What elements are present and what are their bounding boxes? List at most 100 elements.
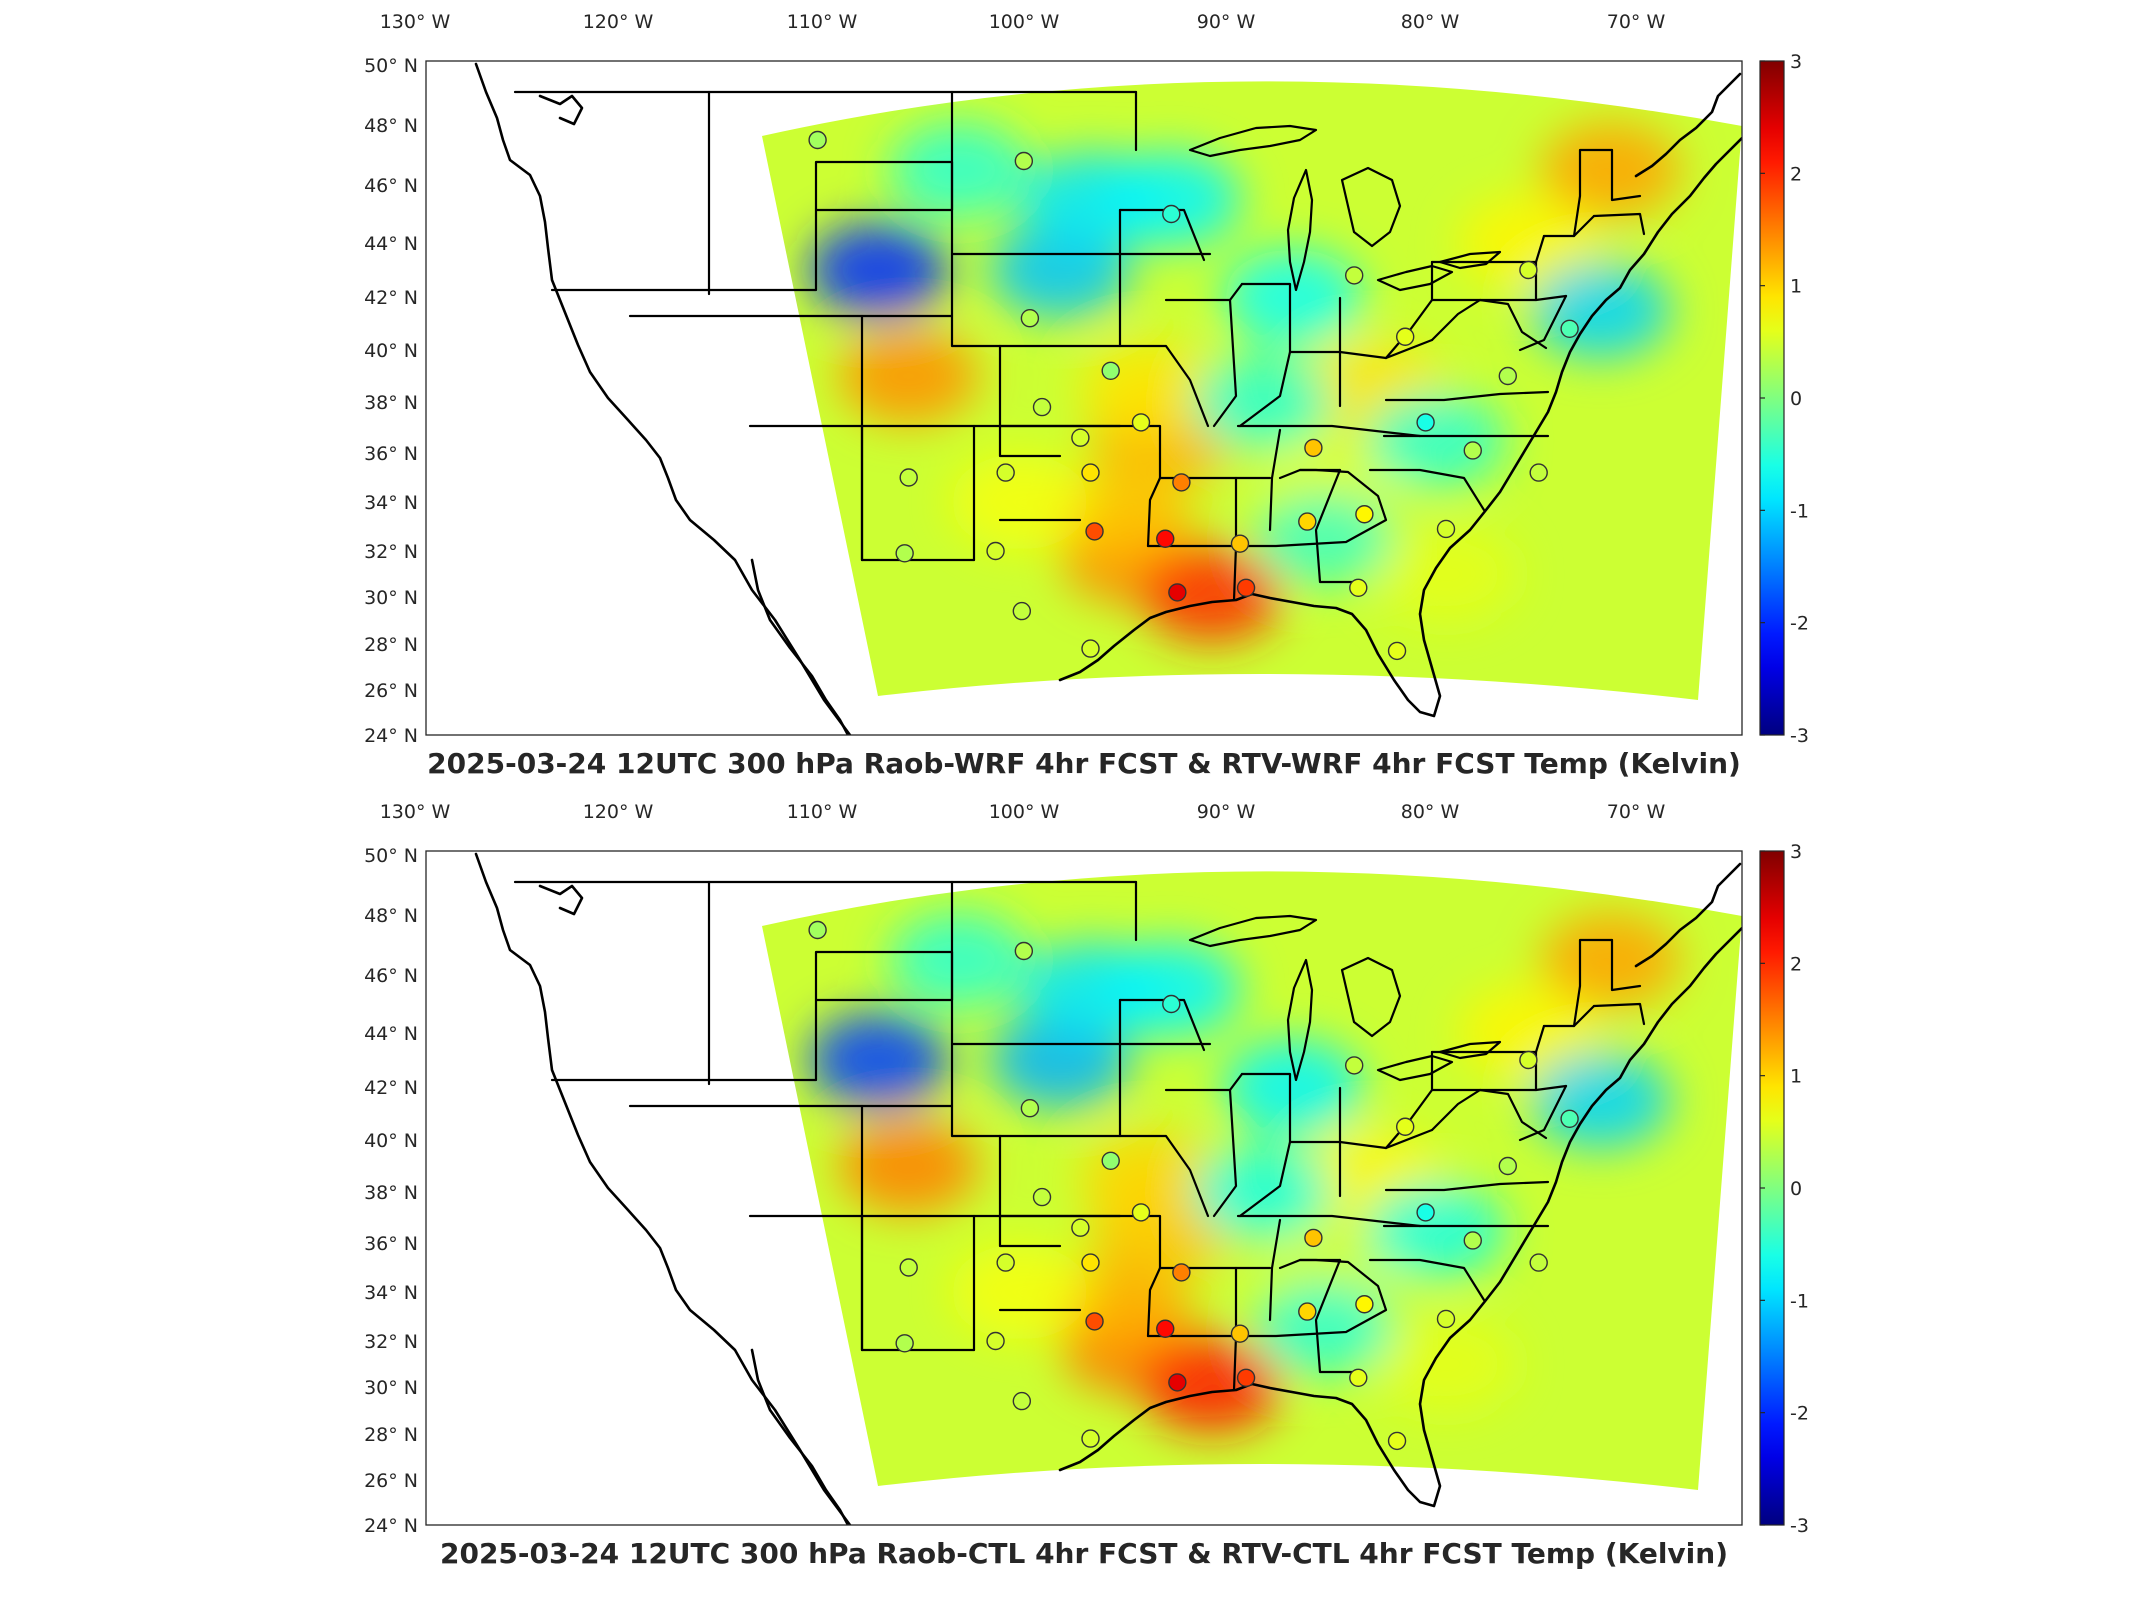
field-blob: [949, 454, 1090, 550]
field-blob: [889, 912, 1030, 1008]
lat-tick-label: 38° N: [364, 392, 418, 414]
lat-tick-label: 30° N: [364, 1377, 418, 1399]
state-border: [1278, 1258, 1342, 1270]
raob-station-marker: [1131, 413, 1151, 432]
field-blob: [808, 222, 949, 318]
raob-station-marker: [899, 1258, 918, 1277]
raob-station-marker: [1236, 578, 1256, 597]
raob-station-marker: [1081, 1253, 1100, 1272]
state-border: [1610, 148, 1642, 202]
field-blob: [1101, 941, 1242, 1038]
colorbar-tick-label: 0: [1790, 388, 1802, 410]
state-border: [1384, 390, 1550, 402]
state-border: [1430, 1088, 1548, 1140]
raob-station-marker: [1156, 1319, 1175, 1338]
raob-station-marker: [1081, 639, 1100, 658]
field-blob: [1458, 195, 1599, 291]
raob-station-marker: [1304, 1228, 1323, 1248]
lat-tick-label: 42° N: [364, 1077, 418, 1099]
lat-tick-label: 38° N: [364, 1182, 418, 1204]
raob-station-marker: [1416, 1203, 1435, 1222]
lon-tick-label: 70° W: [1607, 11, 1666, 33]
field-blob: [838, 1118, 979, 1214]
state-border: [1212, 1088, 1238, 1218]
raob-station-marker: [1349, 578, 1368, 597]
panel-title: 2025-03-24 12UTC 300 hPa Raob-WRF 4hr FC…: [427, 747, 1741, 780]
field-blob: [838, 328, 979, 424]
state-border: [1146, 476, 1162, 548]
raob-station-marker: [1298, 512, 1317, 531]
state-border: [550, 160, 954, 292]
state-border: [1314, 468, 1364, 584]
lat-tick-label: 42° N: [364, 287, 418, 309]
lon-tick-label: 100° W: [989, 11, 1060, 33]
colorbar-tick-label: 2: [1790, 163, 1802, 185]
lon-tick-label: 90° W: [1197, 11, 1256, 33]
axes-frame: [425, 60, 1743, 736]
field-blob: [1530, 262, 1671, 359]
state-border: [1572, 148, 1614, 238]
lat-tick-label: 26° N: [364, 680, 418, 702]
field-blob: [1192, 354, 1333, 450]
state-border: [998, 424, 1062, 458]
state-border: [998, 1214, 1062, 1248]
raob-station-marker: [1344, 266, 1364, 285]
lat-tick-label: 28° N: [364, 634, 418, 656]
lat-tick-label: 32° N: [364, 541, 418, 563]
state-border: [1278, 468, 1342, 480]
state-border: [1384, 1050, 1434, 1150]
field-blob: [1540, 122, 1681, 218]
raob-stations: [808, 130, 1579, 661]
lon-tick-label: 90° W: [1197, 801, 1256, 823]
raob-station-marker: [808, 920, 827, 940]
lon-tick-label: 80° W: [1401, 801, 1460, 823]
colorbar-tick-label: -3: [1790, 1515, 1809, 1537]
lat-tick-label: 26° N: [364, 1470, 418, 1492]
field-blob: [1376, 526, 1516, 622]
panel-title: 2025-03-24 12UTC 300 hPa Raob-CTL 4hr FC…: [440, 1537, 1728, 1570]
field-blob: [949, 1244, 1090, 1340]
lat-tick-label: 40° N: [364, 1130, 418, 1152]
west-coastline: [474, 62, 852, 735]
puget-sound-outline: [538, 94, 584, 126]
raob-station-marker: [1519, 260, 1538, 280]
state-border: [1592, 1002, 1646, 1026]
raob-station-marker: [1529, 1253, 1548, 1272]
raob-station-marker: [1156, 529, 1175, 548]
map-panel-raob-wrf: 130° W 120° W 110° W 100° W 90° W 80° W 70° W 5…: [364, 11, 1809, 780]
colorbar-tick-label: -1: [1790, 500, 1809, 522]
temperature-difference-field: [762, 81, 1742, 701]
field-blob: [808, 1012, 949, 1108]
baja-coastline: [750, 1348, 850, 1525]
state-border: [1212, 298, 1238, 428]
raob-station-marker: [1560, 319, 1579, 338]
raob-station-marker: [1081, 463, 1100, 482]
raob-station-marker: [1298, 1302, 1317, 1321]
raob-station-marker: [895, 544, 914, 563]
state-border: [1314, 1258, 1364, 1374]
gulf-atlantic-coastline: [1058, 926, 1742, 1508]
raob-station-marker: [1395, 327, 1415, 346]
lon-tick-label: 120° W: [583, 11, 654, 33]
raob-station-marker: [1355, 505, 1374, 524]
raob-station-marker: [1168, 583, 1187, 602]
raob-station-marker: [1387, 1431, 1407, 1451]
axes-frame: [425, 850, 1743, 1526]
raob-station-marker: [1071, 1218, 1090, 1237]
colorbar-tick-label: -2: [1790, 1403, 1809, 1425]
lat-tick-label: 30° N: [364, 587, 418, 609]
raob-station-marker: [1131, 1203, 1151, 1222]
raob-station-marker: [1230, 534, 1250, 553]
raob-station-marker: [1395, 1117, 1415, 1136]
state-border: [1384, 1180, 1550, 1192]
field-blob: [1365, 1182, 1506, 1279]
raob-station-marker: [1085, 1312, 1104, 1331]
colorbar-tick-label: -2: [1790, 613, 1809, 635]
lat-tick-label: 50° N: [364, 845, 418, 867]
lat-tick-label: 46° N: [364, 175, 418, 197]
state-border: [1592, 212, 1646, 236]
raob-station-marker: [1012, 1391, 1032, 1411]
raob-station-marker: [1081, 1429, 1100, 1448]
raob-station-marker: [899, 468, 918, 487]
state-border: [1268, 1218, 1282, 1322]
